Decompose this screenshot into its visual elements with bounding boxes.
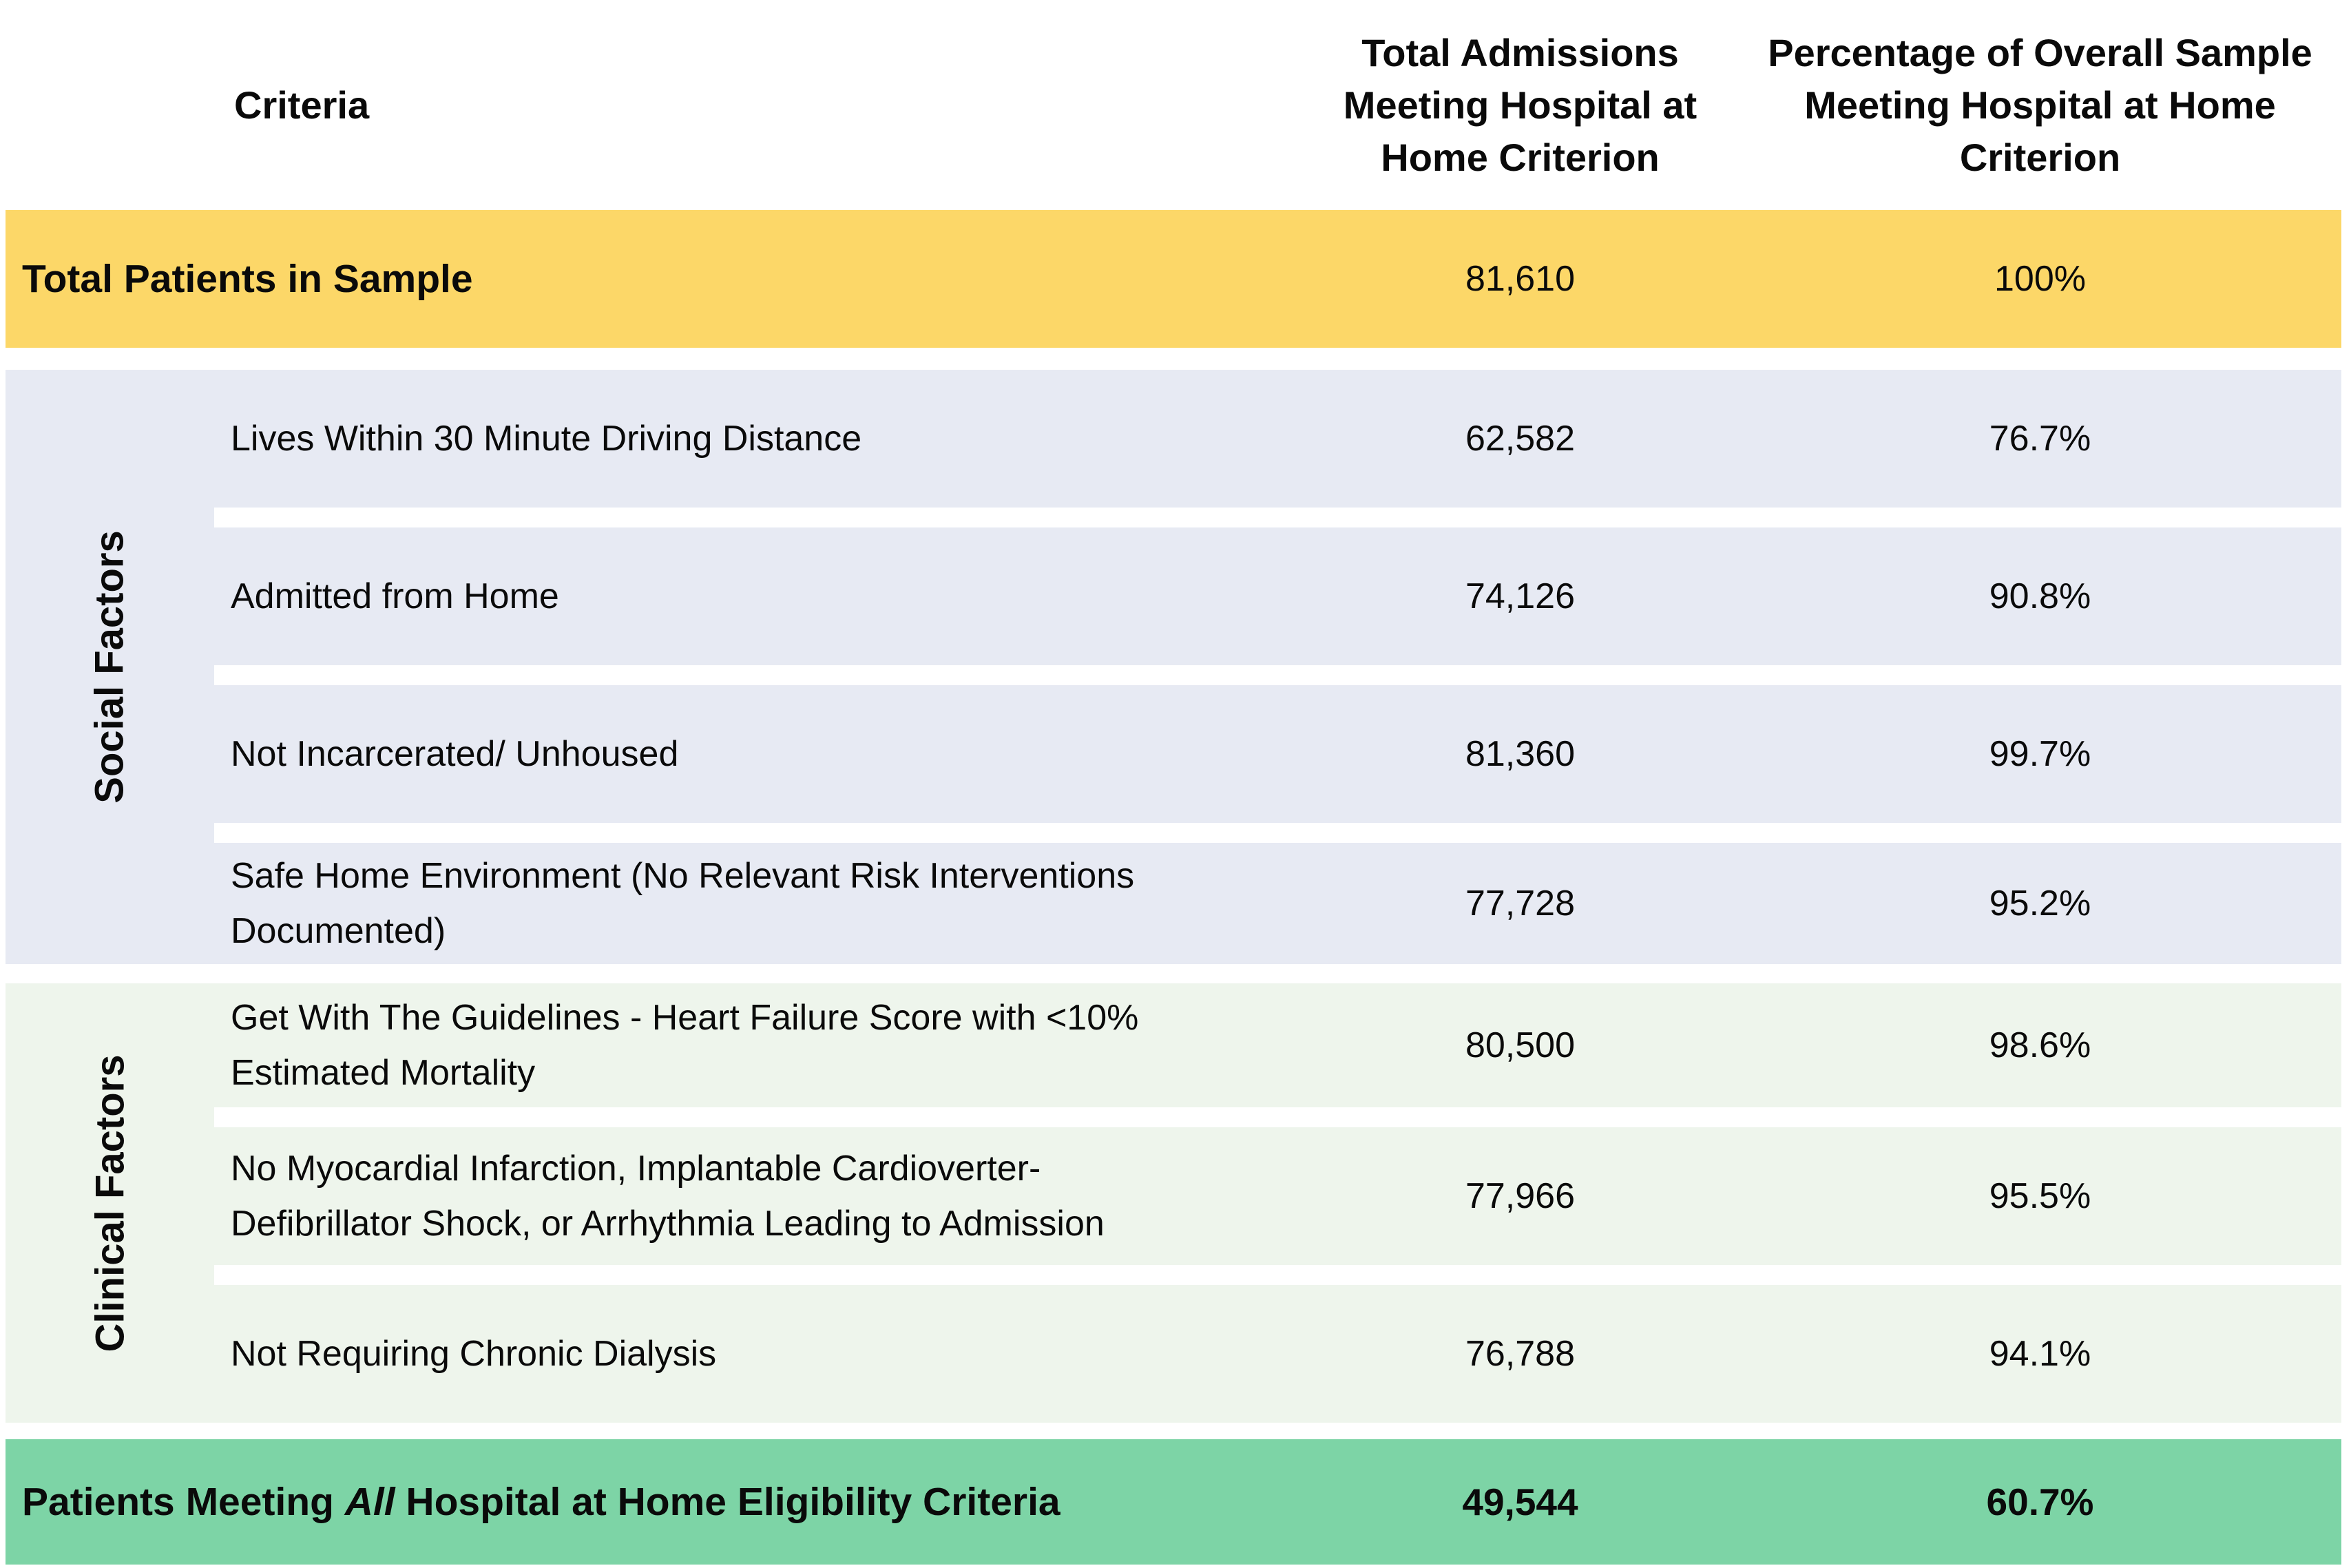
admissions-value: 77,728 bbox=[1465, 884, 1576, 923]
criterion-row-no-chronic-dialysis: Not Requiring Chronic Dialysis 76,788 94… bbox=[214, 1285, 2341, 1423]
criterion-row-not-incarcerated: Not Incarcerated/ Unhoused 81,360 99.7% bbox=[214, 685, 2341, 823]
criterion-row-admitted-from-home: Admitted from Home 74,126 90.8% bbox=[214, 527, 2341, 665]
criterion-row-driving-distance: Lives Within 30 Minute Driving Distance … bbox=[214, 370, 2341, 508]
total-patients-row: Total Patients in Sample 81,610 100% bbox=[6, 210, 2341, 348]
social-factors-rows: Lives Within 30 Minute Driving Distance … bbox=[214, 370, 2341, 964]
admissions-value: 76,788 bbox=[1465, 1334, 1576, 1374]
admissions-value: 81,360 bbox=[1465, 734, 1576, 774]
final-eligibility-row: Patients Meeting All Hospital at Home El… bbox=[6, 1439, 2341, 1565]
social-factors-label: Social Factors bbox=[87, 530, 133, 804]
percentage-value: 95.5% bbox=[1989, 1176, 2091, 1216]
percentage-value: 95.2% bbox=[1989, 884, 2091, 923]
criterion-row-no-mi-icd-arrhythmia: No Myocardial Infarction, Implantable Ca… bbox=[214, 1127, 2341, 1265]
admissions-value: 80,500 bbox=[1465, 1025, 1576, 1065]
final-label-suffix: Hospital at Home Eligibility Criteria bbox=[395, 1480, 1060, 1524]
admissions-value: 74,126 bbox=[1465, 576, 1576, 616]
clinical-factors-label: Clinical Factors bbox=[87, 1054, 133, 1352]
clinical-factors-rows: Get With The Guidelines - Heart Failure … bbox=[214, 983, 2341, 1423]
criterion-row-gwtg-score: Get With The Guidelines - Heart Failure … bbox=[214, 983, 2341, 1107]
section-gap bbox=[6, 964, 2341, 983]
total-admissions-value: 81,610 bbox=[1465, 259, 1576, 299]
header-criteria: Criteria bbox=[6, 79, 1281, 132]
header-admissions: Total Admissions Meeting Hospital at Hom… bbox=[1343, 30, 1697, 179]
final-label-all-italic: All bbox=[344, 1480, 395, 1524]
criterion-label: Not Requiring Chronic Dialysis bbox=[231, 1334, 717, 1374]
percentage-value: 94.1% bbox=[1989, 1334, 2091, 1374]
total-percentage-value: 100% bbox=[1994, 259, 2086, 299]
social-factors-label-strip: Social Factors bbox=[6, 370, 214, 964]
header-percentage: Percentage of Overall Sample Meeting Hos… bbox=[1768, 30, 2312, 179]
percentage-value: 76.7% bbox=[1989, 419, 2091, 459]
admissions-value: 77,966 bbox=[1465, 1176, 1576, 1216]
header-criteria-label: Criteria bbox=[234, 83, 370, 127]
total-patients-label: Total Patients in Sample bbox=[22, 257, 473, 301]
bottom-margin bbox=[6, 1565, 2341, 1568]
final-label-prefix: Patients Meeting bbox=[22, 1480, 345, 1524]
clinical-factors-label-strip: Clinical Factors bbox=[6, 983, 214, 1423]
section-gap bbox=[6, 1423, 2341, 1439]
clinical-factors-section: Clinical Factors Get With The Guidelines… bbox=[6, 983, 2341, 1423]
table-header-row: Criteria Total Admissions Meeting Hospit… bbox=[6, 0, 2341, 210]
final-admissions-value: 49,544 bbox=[1462, 1481, 1578, 1523]
section-gap bbox=[6, 348, 2341, 370]
percentage-value: 99.7% bbox=[1989, 734, 2091, 774]
criterion-label: Safe Home Environment (No Relevant Risk … bbox=[231, 856, 1135, 951]
final-percentage-value: 60.7% bbox=[1986, 1481, 2094, 1523]
criterion-label: No Myocardial Infarction, Implantable Ca… bbox=[231, 1149, 1105, 1244]
criterion-row-safe-home: Safe Home Environment (No Relevant Risk … bbox=[214, 843, 2341, 964]
criterion-label: Lives Within 30 Minute Driving Distance bbox=[231, 419, 862, 459]
percentage-value: 98.6% bbox=[1989, 1025, 2091, 1065]
criterion-label: Admitted from Home bbox=[231, 576, 559, 616]
admissions-value: 62,582 bbox=[1465, 419, 1576, 459]
percentage-value: 90.8% bbox=[1989, 576, 2091, 616]
social-factors-section: Social Factors Lives Within 30 Minute Dr… bbox=[6, 370, 2341, 964]
criterion-label: Not Incarcerated/ Unhoused bbox=[231, 734, 679, 774]
comparison-table: Criteria Total Admissions Meeting Hospit… bbox=[6, 0, 2341, 1568]
final-eligibility-label: Patients Meeting All Hospital at Home El… bbox=[6, 1479, 1281, 1525]
criterion-label: Get With The Guidelines - Heart Failure … bbox=[231, 998, 1139, 1093]
